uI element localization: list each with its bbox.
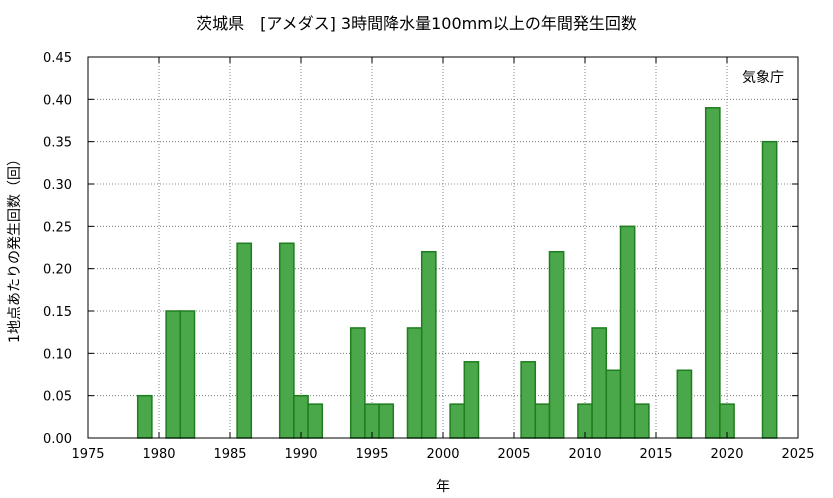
x-axis-label: 年 [436,479,450,495]
y-axis-label: 1地点あたりの発生回数（回） [7,152,23,343]
x-tick-label: 1975 [71,447,104,462]
y-tick-label: 0.45 [43,51,72,66]
bar [278,242,295,439]
x-tick-label: 1980 [142,447,175,462]
y-tick-label: 0.35 [43,136,72,151]
y-tick-label: 0.25 [43,220,72,235]
bar [236,242,253,439]
bar [605,369,622,439]
bar [548,250,565,439]
y-tick-labels: 0.00 0.05 0.10 0.15 0.20 0.25 0.30 0.35 0.40 0.45 [43,51,72,447]
bar [463,361,480,439]
x-tick-label: 2005 [497,447,530,462]
bar [591,327,608,439]
y-tick-label: 0.40 [43,93,72,108]
x-tick-label: 1985 [213,447,246,462]
bar [534,403,551,439]
bar [293,394,309,439]
bar [307,403,324,439]
x-tick-labels: 1975 1980 1985 1990 1995 2000 2005 2010 2015 2020… [71,447,814,462]
y-tick-label: 0.15 [43,305,72,320]
bar [449,403,466,439]
bar [520,361,537,439]
x-tick-label: 2000 [426,447,459,462]
x-tick-label: 2025 [781,447,814,462]
bar [136,394,153,439]
y-tick-label: 0.10 [43,347,72,362]
bar [165,310,182,439]
x-tick-label: 1995 [355,447,388,462]
source-annotation: 気象庁 [742,70,784,86]
x-tick-label: 2010 [568,447,601,462]
bar [676,369,693,439]
y-tick-label: 0.00 [43,432,72,447]
bar [179,310,196,439]
bar [704,107,721,439]
ticks [87,56,799,439]
x-tick-label: 2015 [639,447,672,462]
bar [619,225,636,439]
bar [420,250,437,439]
bar [349,327,366,439]
bar [378,403,395,439]
bar [633,403,650,439]
x-tick-label: 2020 [710,447,743,462]
bar [761,140,778,439]
y-tick-label: 0.30 [43,178,72,193]
y-tick-label: 0.20 [43,263,72,278]
bars [136,107,778,439]
grid-lines [88,57,798,438]
bar [406,327,423,439]
chart-title: 茨城県 [アメダス] 3時間降水量100mm以上の年間発生回数 [196,14,637,33]
y-tick-label: 0.05 [43,390,72,405]
x-tick-label: 1990 [284,447,317,462]
